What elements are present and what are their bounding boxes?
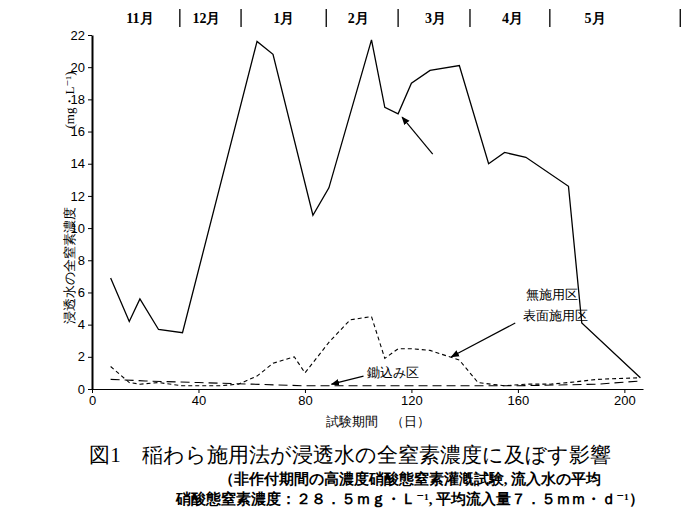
series-label: 無施用区 bbox=[526, 287, 578, 302]
y-tick-mark bbox=[88, 260, 92, 261]
x-tick-label: 120 bbox=[401, 393, 423, 408]
x-axis: 0 40 80 120 160 200 bbox=[89, 389, 644, 408]
y-tick-mark bbox=[88, 228, 92, 229]
month-label: 3月 bbox=[425, 11, 446, 26]
y-tick: 22 bbox=[71, 28, 92, 43]
month-boundary bbox=[549, 9, 550, 27]
x-tick: 120 bbox=[401, 389, 423, 408]
series-line bbox=[111, 379, 641, 385]
x-axis-title: 試験期間 （日） bbox=[326, 414, 430, 429]
x-tick: 80 bbox=[298, 389, 312, 408]
y-tick-label: 14 bbox=[71, 156, 85, 171]
y-tick-mark bbox=[88, 196, 92, 197]
month-boundary bbox=[240, 9, 241, 27]
y-tick-label: 8 bbox=[78, 253, 85, 268]
y-tick-label: 4 bbox=[78, 317, 85, 332]
y-axis-unit: (mg・L⁻¹) bbox=[62, 72, 77, 129]
month-label: 11月 bbox=[126, 11, 153, 26]
series-labels: 無施用区表面施用区鋤込み区 bbox=[332, 117, 588, 384]
y-tick-mark bbox=[88, 132, 92, 133]
label-arrow bbox=[451, 323, 515, 357]
month-boundary bbox=[680, 9, 681, 27]
label-arrow bbox=[332, 376, 364, 384]
month-label: 4月 bbox=[502, 11, 523, 26]
series-line bbox=[111, 317, 641, 386]
y-tick-label: 0 bbox=[78, 382, 85, 397]
chart-container: 04080120160200024681012141618202211月12月1… bbox=[0, 0, 700, 522]
y-tick-mark bbox=[88, 325, 92, 326]
y-tick-mark bbox=[88, 164, 92, 165]
y-tick-label: 6 bbox=[78, 285, 85, 300]
x-tick-label: 200 bbox=[614, 393, 636, 408]
x-tick: 0 bbox=[89, 389, 96, 408]
month-boundary bbox=[179, 9, 180, 27]
x-axis-line bbox=[93, 389, 644, 390]
chart-subtitle: （非作付期間の高濃度硝酸態窒素灌漑試験, 流入水の平均 bbox=[219, 470, 602, 487]
y-tick-label: 2 bbox=[78, 349, 85, 364]
x-tick: 160 bbox=[508, 389, 530, 408]
y-tick-mark bbox=[88, 357, 92, 358]
y-tick-mark bbox=[88, 292, 92, 293]
x-tick-label: 80 bbox=[298, 393, 312, 408]
y-tick-label: 22 bbox=[71, 28, 85, 43]
y-tick: 8 bbox=[78, 253, 92, 268]
x-tick-label: 40 bbox=[192, 393, 206, 408]
label-arrow bbox=[402, 117, 433, 154]
month-boundary bbox=[397, 9, 398, 27]
month-label: 5月 bbox=[585, 11, 606, 26]
y-tick: 2 bbox=[78, 349, 92, 364]
y-tick-label: 12 bbox=[71, 189, 85, 204]
month-boundary bbox=[326, 9, 327, 27]
x-tick-label: 0 bbox=[89, 393, 96, 408]
series-line bbox=[111, 40, 641, 378]
x-tick: 40 bbox=[192, 389, 206, 408]
y-tick-mark bbox=[88, 99, 92, 100]
y-tick: 0 bbox=[78, 382, 92, 397]
x-tick: 200 bbox=[614, 389, 636, 408]
plot-area bbox=[111, 40, 641, 386]
y-tick-mark bbox=[88, 35, 92, 36]
chart-title: 図1 稲わら施用法が浸透水の全窒素濃度に及ぼす影響 bbox=[89, 443, 611, 467]
y-tick-mark bbox=[88, 67, 92, 68]
y-tick-mark bbox=[88, 389, 92, 390]
y-tick: 4 bbox=[78, 317, 92, 332]
y-tick: 14 bbox=[71, 156, 92, 171]
month-label: 1月 bbox=[273, 11, 294, 26]
chart-subtitle: 硝酸態窒素濃度：２８．５ｍｇ・Ｌ⁻¹, 平均流入量７．５ｍｍ・ｄ⁻¹） bbox=[175, 490, 643, 508]
month-axis: 11月 12月 1月 2月 3月 4月 5月 bbox=[126, 9, 680, 27]
month-label: 12月 bbox=[192, 11, 220, 26]
series-label: 鋤込み区 bbox=[367, 365, 419, 380]
y-tick: 12 bbox=[71, 189, 92, 204]
y-axis-title: 浸透水の全窒素濃度 bbox=[62, 207, 77, 324]
series-label: 表面施用区 bbox=[523, 308, 588, 323]
month-boundary bbox=[469, 9, 470, 27]
x-tick-label: 160 bbox=[508, 393, 530, 408]
y-axis-line bbox=[92, 36, 94, 390]
y-tick: 6 bbox=[78, 285, 92, 300]
month-label: 2月 bbox=[348, 11, 369, 26]
chart-svg: 04080120160200024681012141618202211月12月1… bbox=[0, 0, 700, 522]
